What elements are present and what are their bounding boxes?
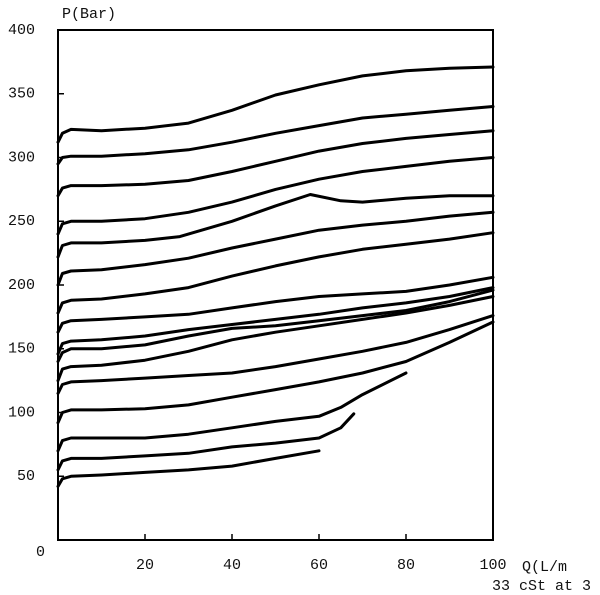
curve	[56, 193, 495, 259]
x-tick-label: 40	[223, 557, 241, 574]
curve	[56, 371, 408, 453]
x-tick-label: 60	[310, 557, 328, 574]
y-tick-label: 200	[8, 277, 35, 294]
y-tick-label: 350	[8, 86, 35, 103]
note: 33 cSt at 3	[492, 578, 591, 595]
y-tick-label: 100	[8, 404, 35, 421]
y-tick-label: 0	[36, 544, 45, 561]
curve	[56, 449, 321, 488]
curve	[56, 286, 495, 356]
y-tick-label: 250	[8, 213, 35, 230]
y-tick-label: 400	[8, 22, 35, 39]
x-tick-label: 20	[136, 557, 154, 574]
plot-frame	[57, 29, 494, 541]
y-tick-label: 50	[17, 468, 35, 485]
y-tick-label: 150	[8, 341, 35, 358]
curve	[56, 320, 495, 425]
curve	[56, 314, 495, 395]
curve	[56, 129, 495, 198]
curve	[56, 412, 356, 472]
y-axis-label: P(Bar)	[62, 6, 116, 23]
curve	[56, 231, 495, 315]
x-tick-label: 100	[479, 557, 506, 574]
curve	[56, 275, 495, 334]
curve	[56, 295, 495, 383]
curve	[56, 288, 495, 363]
curve	[56, 156, 495, 236]
curve	[56, 105, 495, 166]
curve	[56, 65, 495, 144]
x-axis-label: Q(L/m	[522, 559, 567, 576]
y-tick-label: 300	[8, 149, 35, 166]
curve	[56, 210, 495, 287]
x-tick-label: 80	[397, 557, 415, 574]
